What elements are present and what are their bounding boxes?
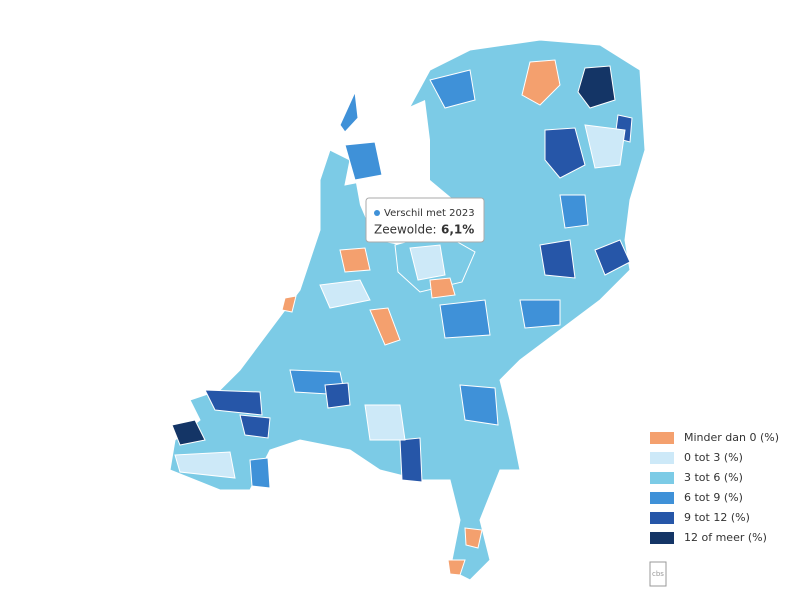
- legend-label: Minder dan 0 (%): [684, 431, 779, 444]
- region: [584, 124, 626, 169]
- region: [239, 414, 271, 439]
- tooltip-box: [365, 197, 485, 243]
- legend-label: 3 tot 6 (%): [684, 471, 743, 484]
- region: [364, 404, 406, 441]
- region: [249, 457, 271, 489]
- region: [344, 141, 383, 181]
- region: [429, 69, 476, 109]
- region: [559, 194, 589, 229]
- logo-text: cbs: [652, 570, 664, 578]
- tooltip-name: Zeewolde:: [374, 223, 437, 237]
- region: [281, 295, 297, 313]
- region: [519, 299, 561, 329]
- region: [464, 527, 483, 549]
- legend-label: 9 tot 12 (%): [684, 511, 750, 524]
- region: [577, 65, 616, 109]
- tooltip-series: Verschil met 2023: [384, 208, 475, 219]
- logo: cbs: [649, 561, 667, 587]
- tooltip: Verschil met 2023 Zeewolde: 6,1%: [365, 197, 485, 243]
- region: [369, 307, 401, 346]
- municipalities: [169, 39, 646, 581]
- legend-swatch: [650, 512, 674, 524]
- region: [447, 559, 466, 576]
- legend-swatch: [650, 452, 674, 464]
- region: [544, 127, 586, 179]
- legend-swatch: [650, 472, 674, 484]
- region: [204, 389, 263, 416]
- logo-icon: [649, 561, 667, 587]
- tooltip-dot: [374, 210, 380, 216]
- legend-swatch: [650, 492, 674, 504]
- legend-label: 12 of meer (%): [684, 531, 767, 544]
- legend: Minder dan 0 (%) 0 tot 3 (%) 3 tot 6 (%) 6 …: [650, 431, 779, 544]
- region: [339, 90, 359, 133]
- legend-label: 6 tot 9 (%): [684, 491, 743, 504]
- region: [521, 59, 561, 106]
- region: [319, 279, 371, 309]
- region: [174, 451, 236, 479]
- region: [459, 384, 499, 426]
- legend-label: 0 tot 3 (%): [684, 451, 743, 464]
- region: [171, 419, 206, 446]
- legend-swatch: [650, 532, 674, 544]
- region: [399, 437, 423, 483]
- region: [439, 299, 491, 339]
- region: [539, 239, 576, 279]
- tooltip-value: 6,1%: [441, 223, 474, 237]
- region: [324, 382, 351, 409]
- region: [429, 277, 456, 299]
- region: [409, 244, 446, 281]
- legend-swatch: [650, 432, 674, 444]
- region: [339, 247, 371, 273]
- region: [594, 239, 631, 276]
